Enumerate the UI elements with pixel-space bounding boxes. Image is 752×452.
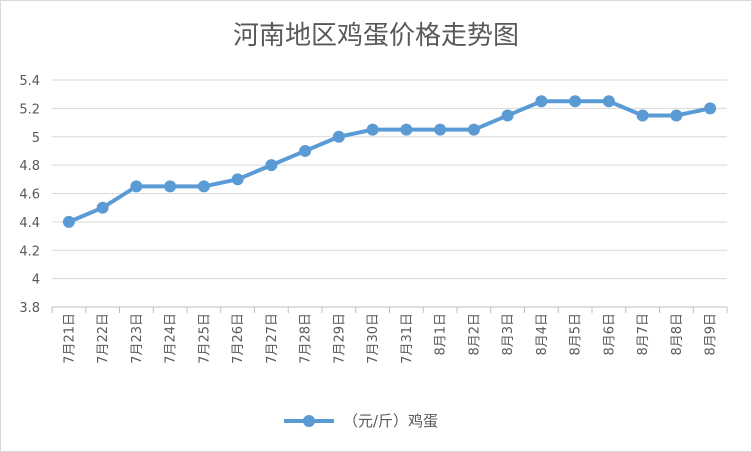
data-point bbox=[299, 144, 312, 157]
data-point bbox=[602, 95, 615, 108]
series-layer bbox=[62, 95, 717, 228]
data-point bbox=[197, 180, 210, 193]
data-point bbox=[130, 180, 143, 193]
x-tick-label: 8月6日 bbox=[602, 313, 617, 356]
data-point bbox=[434, 123, 447, 136]
data-point bbox=[467, 123, 480, 136]
legend-point-marker bbox=[303, 415, 315, 427]
data-point bbox=[704, 102, 717, 115]
x-tick-label: 7月29日 bbox=[332, 313, 347, 364]
x-tick-label: 7月28日 bbox=[299, 313, 314, 364]
y-tick-label: 4 bbox=[32, 273, 40, 288]
x-tick-label: 7月24日 bbox=[164, 313, 179, 364]
data-point bbox=[231, 173, 244, 186]
x-axis: 7月21日 7月22日 7月23日 7月24日 7月25日 7月26日 7月27日 7月28日… bbox=[51, 307, 728, 364]
y-tick-label: 5.4 bbox=[19, 74, 40, 89]
legend: （元/斤）鸡蛋 bbox=[284, 412, 438, 430]
x-tick-label: 8月1日 bbox=[434, 313, 449, 356]
y-axis: 3.8 4 4.2 4.4 4.6 4.8 5 5.2 5.4 bbox=[19, 74, 40, 316]
x-tick-label: 7月22日 bbox=[96, 313, 111, 364]
data-point bbox=[164, 180, 177, 193]
legend-label: （元/斤）鸡蛋 bbox=[343, 412, 438, 430]
x-tick-label: 7月21日 bbox=[62, 313, 77, 364]
chart-title: 河南地区鸡蛋价格走势图 bbox=[233, 21, 519, 51]
data-point bbox=[569, 95, 582, 108]
grid-lines bbox=[52, 79, 727, 308]
x-tick-label: 7月26日 bbox=[231, 313, 246, 364]
data-point bbox=[670, 109, 683, 122]
data-point bbox=[366, 123, 379, 136]
x-tick-label: 7月27日 bbox=[265, 313, 280, 364]
data-point bbox=[636, 109, 649, 122]
x-tick-label: 8月4日 bbox=[535, 313, 550, 356]
y-tick-label: 4.2 bbox=[19, 244, 40, 259]
y-tick-label: 3.8 bbox=[19, 301, 40, 316]
x-tick-label: 7月25日 bbox=[197, 313, 212, 364]
x-tick-label: 7月31日 bbox=[400, 313, 415, 364]
data-point bbox=[535, 95, 548, 108]
y-tick-label: 4.6 bbox=[19, 188, 40, 203]
x-tick-label: 7月23日 bbox=[130, 313, 145, 364]
data-point bbox=[501, 109, 514, 122]
x-tick-label: 7月30日 bbox=[366, 313, 381, 364]
series-line bbox=[66, 99, 713, 224]
y-tick-label: 4.4 bbox=[19, 216, 40, 231]
data-point bbox=[332, 130, 345, 143]
data-point bbox=[62, 215, 75, 228]
data-point bbox=[96, 201, 109, 214]
data-point bbox=[265, 159, 278, 172]
x-tick-label: 8月8日 bbox=[670, 313, 685, 356]
data-point bbox=[400, 123, 413, 136]
x-tick-label: 8月5日 bbox=[569, 313, 584, 356]
x-tick-label: 8月7日 bbox=[636, 313, 651, 356]
x-tick-label: 8月9日 bbox=[704, 313, 719, 356]
x-tick-label: 8月3日 bbox=[501, 313, 516, 356]
x-tick-label: 8月2日 bbox=[467, 313, 482, 356]
y-tick-label: 5.2 bbox=[19, 102, 40, 117]
y-tick-label: 4.8 bbox=[19, 159, 40, 174]
y-tick-label: 5 bbox=[32, 131, 40, 146]
